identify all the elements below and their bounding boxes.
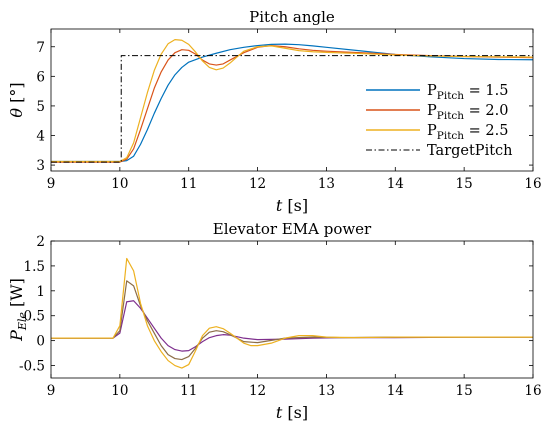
y-tick-label: -0.5 bbox=[19, 359, 45, 375]
y-tick-label: 0.5 bbox=[24, 309, 45, 325]
x-tick-label: 11 bbox=[180, 176, 197, 192]
y-tick-label: 2 bbox=[36, 234, 45, 250]
series-line-1 bbox=[51, 300, 533, 352]
x-tick-label: 13 bbox=[318, 383, 335, 399]
legend-entry-3: PPitch = 2.5 bbox=[427, 123, 509, 142]
series-line-2 bbox=[51, 44, 533, 163]
series-line-3 bbox=[51, 39, 533, 163]
y-tick-label: 6 bbox=[36, 69, 45, 85]
x-tick-label: 15 bbox=[456, 176, 473, 192]
legend-entry-4: TargetPitch bbox=[427, 143, 513, 159]
x-tick-label: 12 bbox=[249, 383, 266, 399]
x-tick-label: 13 bbox=[318, 176, 335, 192]
x-tick-label: 9 bbox=[47, 383, 56, 399]
y-tick-label: 1 bbox=[36, 284, 45, 300]
x-tick-label: 14 bbox=[387, 176, 404, 192]
y-tick-label: 5 bbox=[36, 99, 45, 115]
x-tick-label: 10 bbox=[111, 383, 128, 399]
pitch-angle-chart: 9 10 11 12 13 14 15 16 3 4 5 6 7 Pitch angle t [s] θ [°… bbox=[7, 8, 542, 215]
y-axis-label: PEle [W] bbox=[7, 278, 29, 342]
x-tick-label: 10 bbox=[111, 176, 128, 192]
y-tick-label: 1.5 bbox=[24, 259, 45, 275]
chart-title: Elevator EMA power bbox=[213, 220, 372, 238]
x-tick-label: 12 bbox=[249, 176, 266, 192]
x-tick-label: 14 bbox=[387, 383, 404, 399]
x-tick-label: 15 bbox=[456, 383, 473, 399]
x-tick-label: 9 bbox=[47, 176, 56, 192]
y-tick-label: 3 bbox=[36, 158, 45, 174]
series-group bbox=[51, 257, 533, 369]
y-tick-label: 0 bbox=[36, 334, 45, 350]
chart-title: Pitch angle bbox=[249, 8, 335, 26]
y-tick-label: 4 bbox=[36, 129, 45, 145]
x-tick-label: 11 bbox=[180, 383, 197, 399]
legend-entry-2: PPitch = 2.0 bbox=[427, 103, 509, 122]
legend-entry-1: PPitch = 1.5 bbox=[427, 83, 509, 102]
y-axis-label: θ [°] bbox=[7, 82, 26, 117]
x-axis-label: t [s] bbox=[276, 403, 308, 422]
axes-frame bbox=[50, 28, 534, 172]
y-tick-label: 7 bbox=[36, 40, 45, 56]
x-tick-label: 16 bbox=[524, 383, 541, 399]
axes-frame bbox=[50, 240, 534, 379]
series-line-3 bbox=[51, 257, 533, 369]
x-tick-label: 16 bbox=[524, 176, 541, 192]
x-axis-label: t [s] bbox=[276, 196, 308, 215]
series-line-1 bbox=[51, 43, 533, 163]
elevator-power-chart: 9 10 11 12 13 14 15 16 -0.5 0 0.5 1 1.5 2 Elevator EMA… bbox=[7, 220, 542, 422]
series-group bbox=[51, 39, 533, 163]
